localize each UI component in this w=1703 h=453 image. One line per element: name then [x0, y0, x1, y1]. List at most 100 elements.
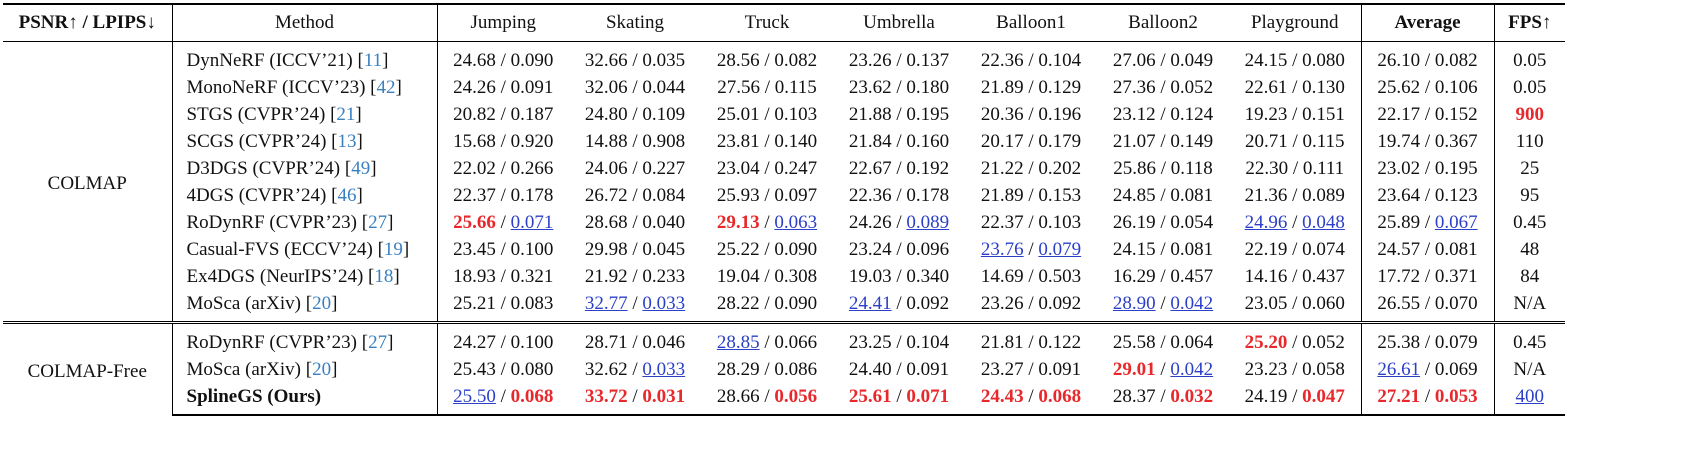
separator: / — [495, 331, 511, 353]
lpips-value: 0.092 — [1038, 292, 1082, 314]
separator: / — [1420, 76, 1435, 98]
header-text: Skating — [605, 12, 665, 33]
separator: / — [1023, 130, 1039, 152]
separator: / — [759, 211, 775, 233]
ref-bracket: [ — [344, 157, 352, 179]
psnr-value: 28.22 — [716, 292, 760, 314]
lpips-value: 0.908 — [642, 130, 686, 152]
column-header: Skating — [569, 3, 701, 42]
separator: / — [1287, 49, 1303, 71]
psnr-value: 19.04 — [716, 265, 760, 287]
lpips-value: 0.178 — [510, 184, 554, 206]
table-row: Ex4DGS (NeurIPS’24) [18] 18.93 / 0.321 21.… — [3, 263, 1565, 290]
separator: / — [495, 238, 511, 260]
ref-number: 49 — [351, 157, 371, 179]
fps-value: 84 — [1520, 265, 1540, 287]
method-cell: Casual-FVS (ECCV’24) [19] — [172, 236, 438, 263]
psnr-value: 22.17 — [1377, 103, 1421, 125]
psnr-value: 20.71 — [1244, 130, 1288, 152]
separator: / — [1023, 49, 1039, 71]
ref-number: 19 — [383, 238, 403, 260]
separator: / — [1155, 385, 1171, 407]
lpips-value: 0.140 — [774, 130, 818, 152]
metric-cell: 23.05 / 0.060 — [1229, 290, 1362, 323]
metric-cell: 24.80 / 0.109 — [569, 101, 701, 128]
psnr-value: 25.21 — [453, 292, 496, 314]
metric-cell: 29.98 / 0.045 — [569, 236, 701, 263]
psnr-value: 25.43 — [453, 358, 496, 380]
method-cell: SplineGS (Ours) — [172, 383, 438, 416]
psnr-value: 14.16 — [1244, 265, 1288, 287]
fps-cell: 0.45 — [1494, 321, 1565, 356]
metric-cell: 28.68 / 0.040 — [569, 209, 701, 236]
lpips-value: 0.086 — [774, 358, 818, 380]
metric-cell: 23.25 / 0.104 — [833, 321, 965, 356]
lpips-value: 0.070 — [1434, 292, 1478, 314]
metric-cell: 28.66 / 0.056 — [701, 383, 833, 416]
metric-cell: 20.82 / 0.187 — [437, 101, 569, 128]
ref-bracket: [ — [361, 211, 369, 233]
psnr-value: 22.36 — [980, 49, 1024, 71]
separator: / — [627, 130, 643, 152]
lpips-value: 0.187 — [510, 103, 554, 125]
metric-cell: 25.61 / 0.071 — [833, 383, 965, 416]
psnr-value: 16.29 — [1112, 265, 1156, 287]
psnr-value: 19.23 — [1244, 103, 1288, 125]
separator: / — [1420, 265, 1435, 287]
separator: / — [1155, 76, 1171, 98]
metric-cell: 26.10 / 0.082 — [1361, 41, 1495, 74]
lpips-value: 0.196 — [1038, 103, 1082, 125]
lpips-value: 0.124 — [1170, 103, 1214, 125]
ref-bracket: [ — [377, 238, 384, 260]
separator: / — [1155, 292, 1171, 314]
header-text: Average — [1394, 12, 1461, 33]
table-row: MonoNeRF (ICCV’23) [42] 24.26 / 0.091 32.0… — [3, 74, 1565, 101]
lpips-value: 0.178 — [906, 184, 950, 206]
metric-cell: 22.37 / 0.103 — [965, 209, 1097, 236]
psnr-value: 24.41 — [848, 292, 892, 314]
separator: / — [495, 103, 511, 125]
method-name: MonoNeRF (ICCV’23) — [186, 76, 366, 98]
fps-value: 0.05 — [1513, 76, 1547, 98]
table-row: STGS (CVPR’24) [21] 20.82 / 0.187 24.80 / … — [3, 101, 1565, 128]
lpips-value: 0.049 — [1170, 49, 1214, 71]
table-row: COLMAP DynNeRF (ICCV’21) [11] 24.68 / 0.09… — [3, 41, 1565, 323]
metric-cell: 24.06 / 0.227 — [569, 155, 701, 182]
metric-cell: 24.43 / 0.068 — [965, 383, 1097, 416]
group-label-text: COLMAP-Free — [27, 361, 147, 382]
metric-cell: 28.56 / 0.082 — [701, 42, 833, 75]
method-cell: MoSca (arXiv) [20] — [172, 290, 438, 323]
metric-cell: 23.26 / 0.092 — [965, 290, 1097, 323]
metric-cell: 26.61 / 0.069 — [1361, 356, 1495, 383]
lpips-value: 0.080 — [510, 358, 554, 380]
fps-value: 25 — [1520, 157, 1540, 179]
metric-cell: 23.23 / 0.058 — [1229, 356, 1362, 383]
metric-cell: 23.81 / 0.140 — [701, 128, 833, 155]
psnr-value: 32.77 — [584, 292, 628, 314]
psnr-value: 21.88 — [848, 103, 892, 125]
method-cell: RoDynRF (CVPR’23) [27] — [172, 209, 438, 236]
column-header: Umbrella — [833, 3, 965, 42]
table-row: MoSca (arXiv) [20] 25.21 / 0.083 32.77 / 0… — [3, 290, 1565, 323]
psnr-value: 28.29 — [716, 358, 760, 380]
psnr-value: 24.27 — [453, 331, 496, 353]
separator: / — [1287, 265, 1303, 287]
psnr-value: 23.27 — [980, 358, 1024, 380]
separator: / — [1155, 184, 1171, 206]
metric-cell: 22.17 / 0.152 — [1361, 101, 1495, 128]
lpips-value: 0.137 — [906, 49, 950, 71]
separator: / — [1420, 103, 1435, 125]
lpips-value: 0.082 — [1434, 49, 1478, 71]
metric-cell: 23.76 / 0.079 — [965, 236, 1097, 263]
metric-cell: 22.36 / 0.178 — [833, 182, 965, 209]
separator: / — [891, 385, 907, 407]
method-name: DynNeRF (ICCV’21) — [186, 49, 353, 71]
metric-cell: 21.89 / 0.129 — [965, 74, 1097, 101]
separator: / — [1023, 184, 1039, 206]
lpips-value: 0.920 — [510, 130, 554, 152]
psnr-value: 28.68 — [584, 211, 628, 233]
psnr-value: 25.58 — [1112, 331, 1156, 353]
fps-cell: 400 — [1494, 383, 1565, 416]
lpips-value: 0.054 — [1170, 211, 1214, 233]
method-name: 4DGS (CVPR’24) — [186, 184, 327, 206]
